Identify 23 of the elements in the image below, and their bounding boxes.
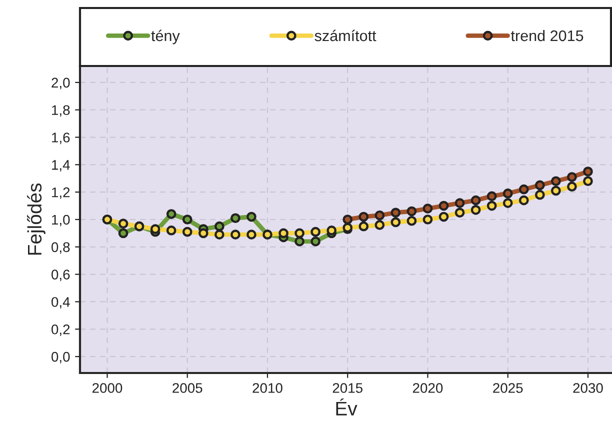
y-tick-label: 1,2	[52, 187, 70, 199]
x-tick-label: 2010	[252, 383, 282, 393]
y-tick-label: 1,4	[52, 160, 70, 172]
y-axis-title: Fejlődés	[27, 183, 46, 255]
y-tick-label: 0,0	[52, 352, 70, 364]
y-tick-label: 0,6	[52, 270, 70, 282]
x-axis-title: Év	[336, 398, 358, 416]
y-tick-label: 0,2	[52, 324, 70, 336]
y-tick-label: 1,8	[52, 105, 70, 117]
legend-label: számított	[314, 30, 376, 42]
y-tick-label: 0,4	[52, 297, 70, 309]
x-tick-label: 2030	[573, 383, 603, 393]
x-tick-label: 2000	[92, 383, 122, 393]
x-tick-label: 2025	[493, 383, 523, 393]
x-tick-label: 2020	[412, 383, 443, 393]
legend-label: trend 2015	[510, 30, 584, 42]
y-tick-label: 1,6	[52, 132, 70, 144]
y-tick-label: 1,0	[52, 214, 70, 226]
x-tick-label: 2015	[332, 383, 362, 393]
y-tick-label: 2,0	[52, 78, 70, 90]
legend-label: tény	[151, 30, 180, 44]
x-tick-label: 2005	[172, 383, 202, 393]
y-tick-label: 0,8	[52, 242, 70, 254]
